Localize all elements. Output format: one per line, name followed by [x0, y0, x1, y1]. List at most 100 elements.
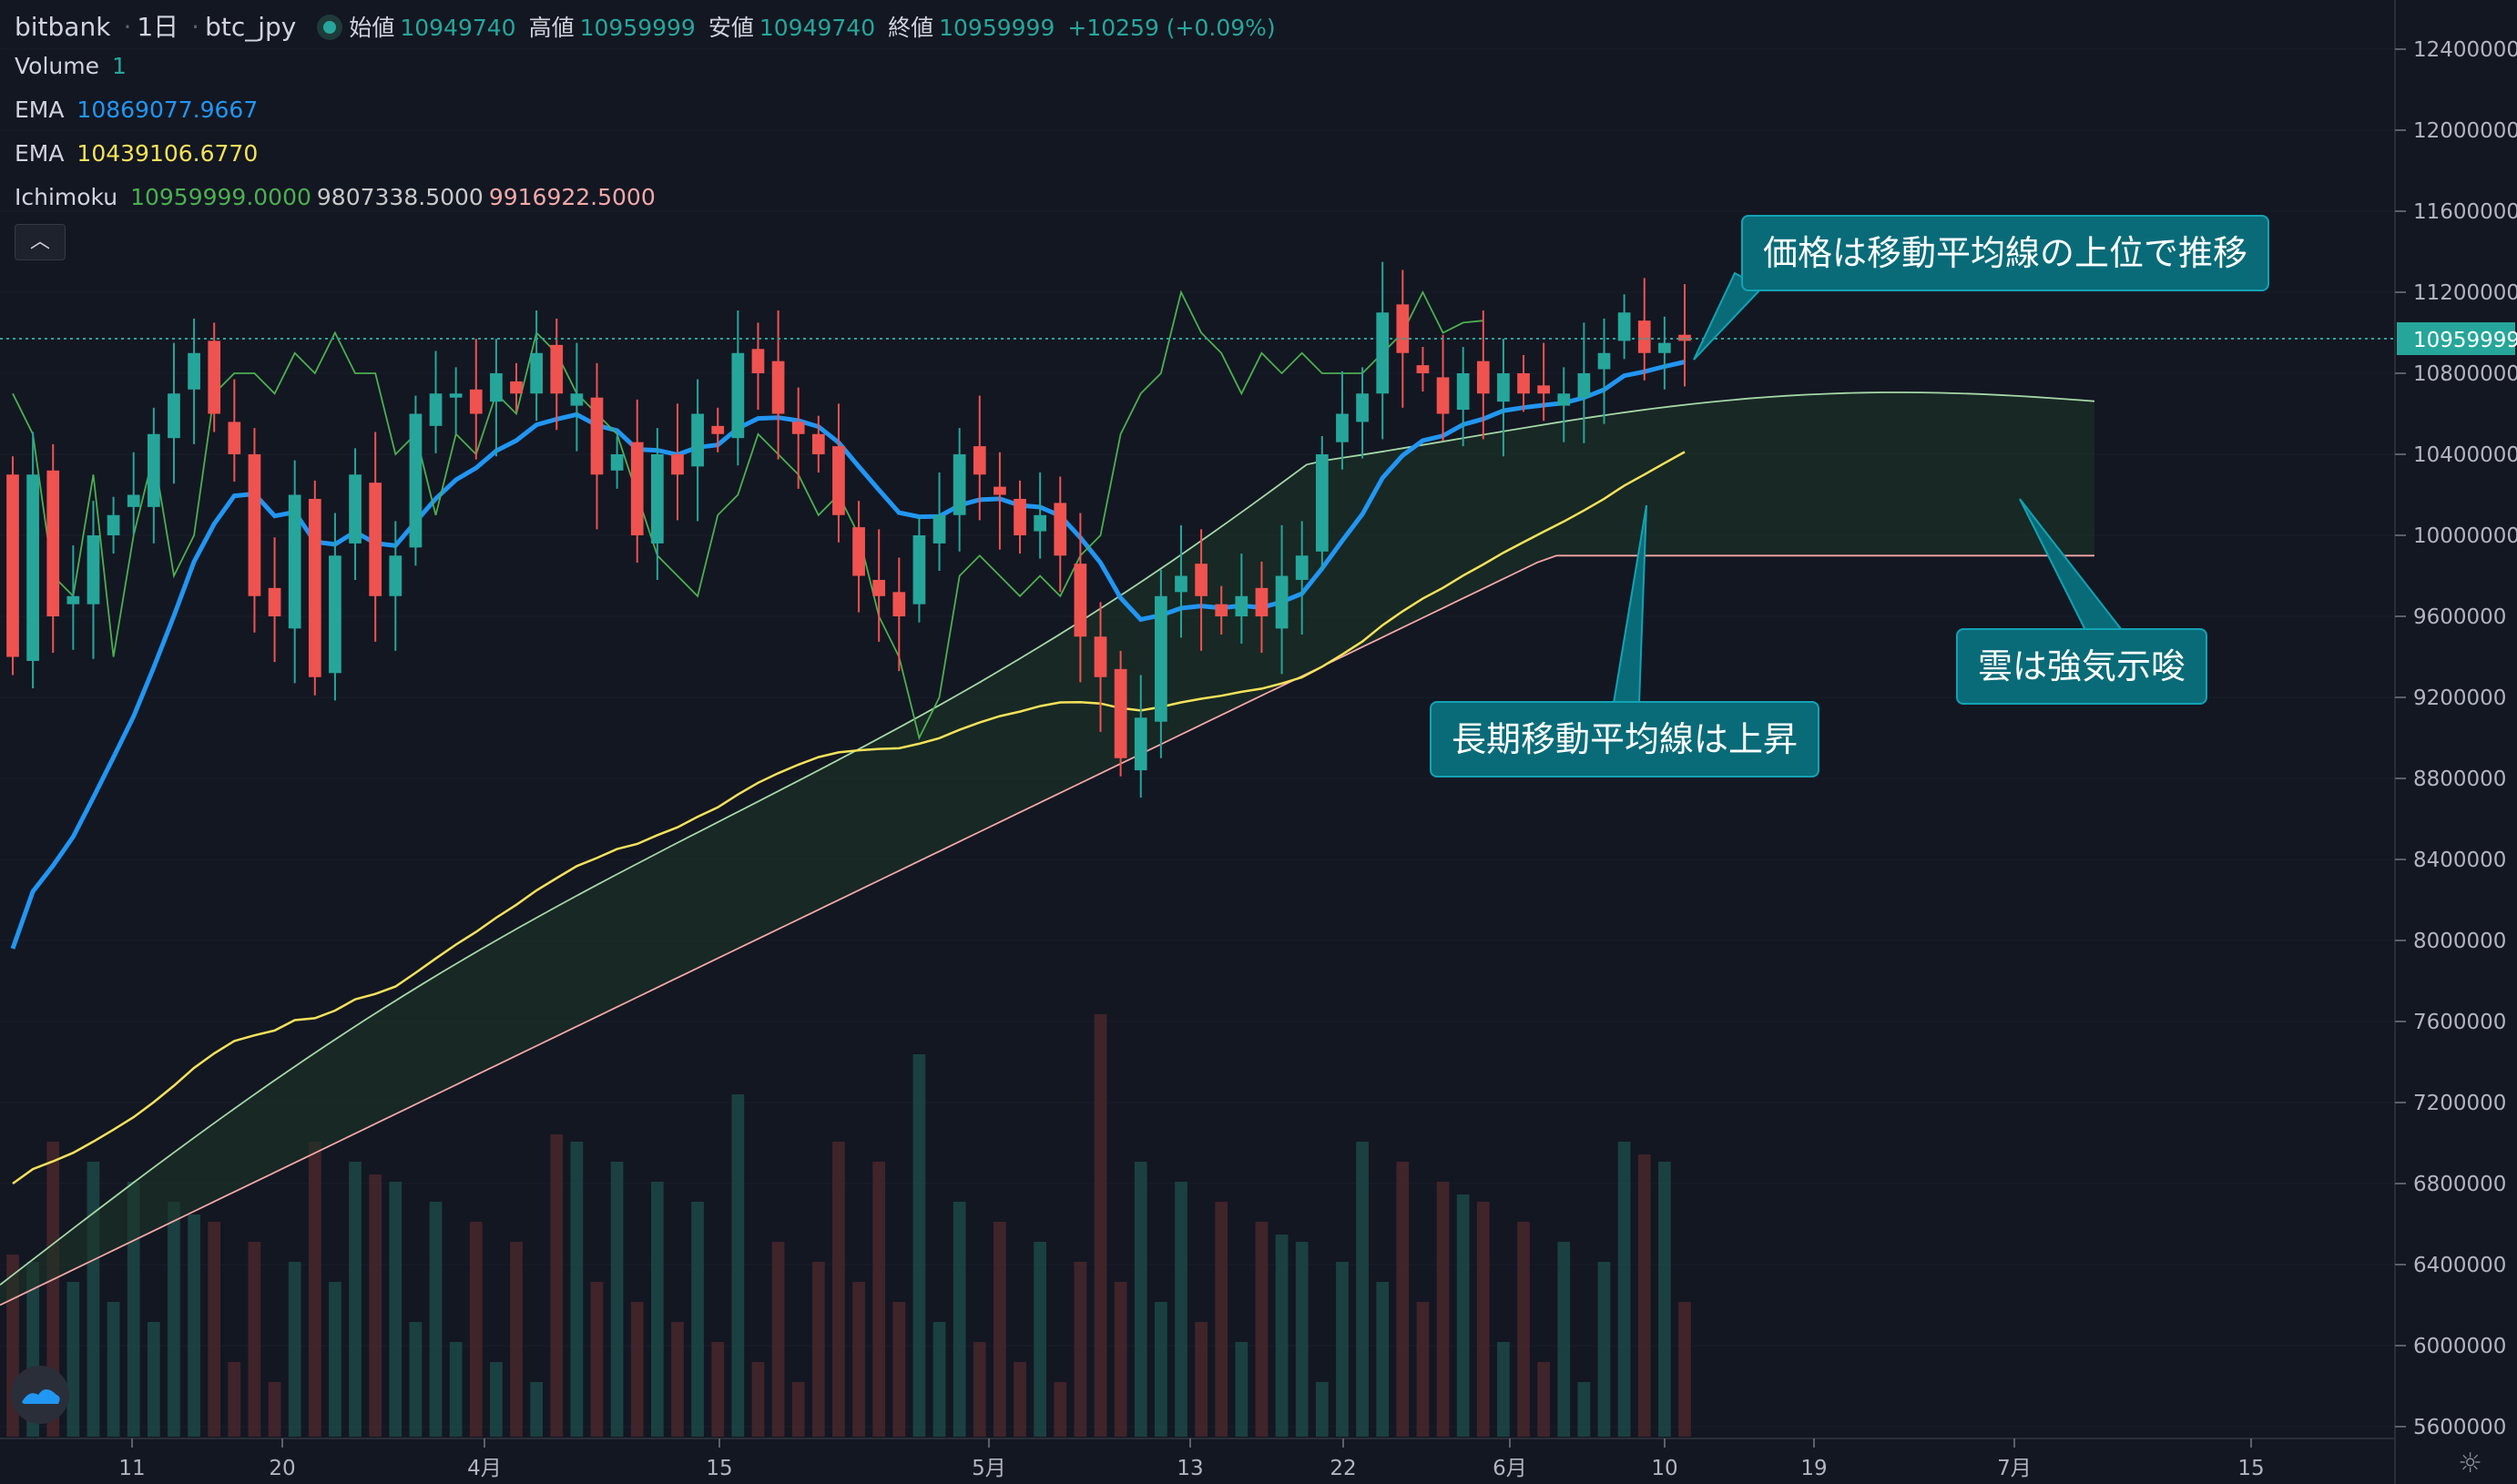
volume-bar	[1517, 1222, 1530, 1437]
candle-body	[691, 413, 704, 467]
candle-body	[1175, 575, 1187, 593]
close-value: 10959999	[939, 15, 1055, 41]
time-tick-label: 15	[706, 1457, 732, 1480]
candle-body	[26, 474, 39, 661]
candle-body	[1074, 564, 1087, 637]
time-axis[interactable]: 11 20 4月 15 5月 13 22 6月 10 19 7月 15	[118, 1438, 2265, 1480]
ema-slow-value: 10439106.6770	[76, 140, 259, 167]
candle-body	[671, 454, 684, 475]
time-tick-label: 4月	[467, 1457, 502, 1480]
volume-bar	[1637, 1154, 1651, 1437]
volume-bar	[1215, 1202, 1228, 1437]
volume-bar	[1175, 1182, 1187, 1437]
candle-body	[1094, 636, 1107, 677]
candle-body	[1376, 312, 1390, 394]
chevron-up-icon[interactable]: ︿	[15, 224, 66, 260]
volume-bar	[610, 1162, 624, 1437]
ichimoku-legend[interactable]: Ichimoku 10959999.0000 9807338.5000 991692…	[15, 184, 661, 210]
candle-body	[329, 555, 341, 674]
price-tick-label: 5600000	[2413, 1416, 2506, 1439]
candle-body	[1617, 312, 1631, 341]
price-tick-label: 11600000	[2413, 200, 2517, 224]
symbol-name: btc_jpy	[205, 12, 297, 42]
volume-bar	[1577, 1382, 1591, 1437]
candle-body	[1014, 498, 1026, 535]
candle-body	[1255, 587, 1269, 616]
volume-bar	[1537, 1362, 1551, 1437]
volume-bar	[490, 1362, 503, 1437]
candle-body	[994, 486, 1006, 495]
volume-bar	[550, 1134, 564, 1437]
volume-bar	[1376, 1282, 1390, 1437]
volume-bar	[570, 1142, 584, 1437]
low-value: 10949740	[759, 15, 876, 41]
candle-body	[912, 535, 926, 605]
volume-bar	[1497, 1342, 1510, 1437]
time-tick-label: 22	[1330, 1457, 1356, 1480]
volume-bar	[771, 1242, 785, 1437]
candle-body	[127, 494, 140, 507]
candle-body	[932, 514, 946, 544]
volume-bar	[590, 1282, 604, 1437]
candle-body	[147, 433, 160, 507]
volume-bar	[1557, 1242, 1571, 1437]
change-value: +10259 (+0.09%)	[1067, 15, 1276, 41]
candle-body	[811, 433, 825, 454]
volume-bar	[1295, 1242, 1309, 1437]
price-tick-label: 10400000	[2413, 443, 2517, 467]
candle-body	[349, 474, 362, 544]
price-axis[interactable]: 12400000 12000000 11600000 11200000 10800000…	[2395, 38, 2517, 1439]
volume-bar	[1255, 1222, 1269, 1437]
price-tick-label: 7600000	[2413, 1011, 2506, 1034]
volume-bar	[832, 1142, 845, 1437]
price-tick-label: 11200000	[2413, 281, 2517, 305]
volume-bar	[87, 1162, 100, 1437]
candle-body	[46, 470, 60, 616]
exchange-name: bitbank	[15, 12, 111, 42]
volume-bar	[1014, 1362, 1026, 1437]
ema-slow-legend[interactable]: EMA 10439106.6770	[15, 140, 263, 167]
interval-label[interactable]: 1日	[137, 12, 179, 42]
volume-bar	[349, 1162, 362, 1437]
candle-body	[449, 393, 463, 398]
volume-bar	[107, 1302, 120, 1437]
volume-bar	[530, 1382, 543, 1437]
volume-legend[interactable]: Volume 1	[15, 53, 132, 79]
volume-bar	[994, 1222, 1006, 1437]
candle-body	[953, 454, 966, 515]
symbol-legend[interactable]: bitbank · 1日 · btc_jpy 始値 10949740 高値 10959999 安…	[15, 12, 1276, 42]
time-tick-label: 20	[269, 1457, 295, 1480]
volume-bar	[973, 1342, 986, 1437]
candle-body	[1637, 320, 1651, 353]
volume-bar	[168, 1202, 180, 1437]
volume-bar	[46, 1142, 60, 1437]
candle-body	[530, 352, 543, 394]
candle-body	[1517, 373, 1530, 394]
ema-fast-label: EMA	[15, 97, 65, 123]
callout-cloud-bullish: 雲は強気示唆	[1956, 628, 2208, 705]
volume-bar	[228, 1362, 241, 1437]
candle-body	[228, 422, 241, 454]
candle-body	[308, 498, 321, 677]
time-tick-label: 15	[2237, 1457, 2264, 1480]
candle-body	[1577, 373, 1591, 398]
candle-body	[1416, 365, 1430, 373]
candle-body	[973, 446, 986, 475]
callout-long-ma-rising: 長期移動平均線は上昇	[1430, 701, 1820, 778]
price-tick-label: 8800000	[2413, 767, 2506, 791]
candle-body	[208, 341, 221, 414]
candle-body	[1295, 555, 1309, 580]
candle-body	[610, 454, 624, 471]
volume-bar	[1134, 1162, 1147, 1437]
candle-body	[711, 425, 725, 434]
volume-bar	[1658, 1162, 1671, 1437]
time-tick-label: 5月	[972, 1457, 1006, 1480]
gear-icon[interactable]: ☼	[2458, 1448, 2482, 1479]
ema-fast-legend[interactable]: EMA 10869077.9667	[15, 97, 263, 123]
candle-body	[168, 393, 180, 439]
volume-value: 1	[111, 53, 127, 79]
candle-body	[1497, 373, 1510, 402]
tradingview-logo-icon[interactable]	[11, 1366, 69, 1424]
volume-bar	[1597, 1262, 1611, 1437]
volume-bar	[389, 1182, 403, 1437]
